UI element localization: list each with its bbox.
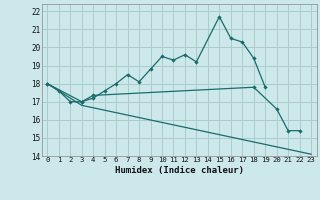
X-axis label: Humidex (Indice chaleur): Humidex (Indice chaleur): [115, 166, 244, 175]
